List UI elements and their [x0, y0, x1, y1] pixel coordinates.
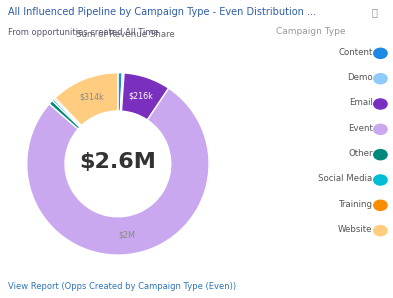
- Text: $2.6M: $2.6M: [79, 152, 156, 172]
- Text: $314k: $314k: [79, 93, 104, 102]
- Text: Training: Training: [338, 200, 373, 209]
- Text: Event: Event: [348, 124, 373, 133]
- Wedge shape: [54, 98, 81, 126]
- Wedge shape: [118, 73, 122, 111]
- Text: Content: Content: [338, 48, 373, 57]
- Text: Campaign Type: Campaign Type: [276, 27, 345, 36]
- Text: ⤢: ⤢: [371, 7, 377, 18]
- Text: Website: Website: [338, 225, 373, 234]
- Text: Sum of Revenue Share: Sum of Revenue Share: [76, 30, 174, 39]
- Wedge shape: [27, 88, 209, 255]
- Text: Social Media: Social Media: [318, 174, 373, 183]
- Wedge shape: [49, 101, 80, 129]
- Text: Demo: Demo: [347, 73, 373, 82]
- Wedge shape: [121, 73, 124, 111]
- Wedge shape: [121, 73, 169, 120]
- Text: $2M: $2M: [119, 230, 136, 239]
- Text: From opportunities created All Time: From opportunities created All Time: [8, 28, 159, 37]
- Text: Email: Email: [349, 98, 373, 107]
- Text: Other: Other: [348, 149, 373, 158]
- Wedge shape: [55, 73, 118, 125]
- Text: All Influenced Pipeline by Campaign Type - Even Distribution ...: All Influenced Pipeline by Campaign Type…: [8, 7, 316, 18]
- Wedge shape: [52, 99, 81, 127]
- Text: View Report (Opps Created by Campaign Type (Even)): View Report (Opps Created by Campaign Ty…: [8, 282, 236, 291]
- Text: $216k: $216k: [129, 92, 154, 101]
